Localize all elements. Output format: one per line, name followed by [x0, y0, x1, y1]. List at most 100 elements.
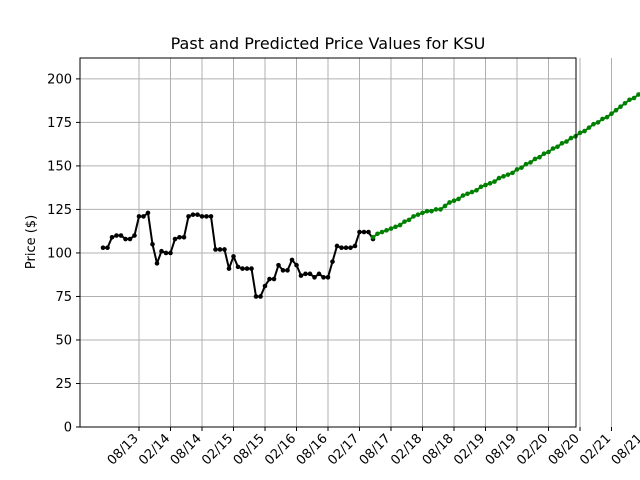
predicted-data-point: [406, 217, 412, 223]
past-data-point: [105, 245, 110, 251]
predicted-data-point: [523, 161, 529, 167]
past-data-point: [204, 214, 209, 219]
predicted-data-point: [411, 214, 416, 219]
predicted-data-point: [460, 193, 466, 198]
predicted-data-point: [586, 125, 592, 130]
predicted-data-point: [370, 234, 376, 240]
predicted-data-point: [559, 140, 565, 146]
past-data-point: [213, 247, 218, 252]
predicted-data-point: [393, 224, 398, 230]
past-data-point: [271, 276, 277, 282]
past-data-point: [159, 248, 164, 254]
past-data-point: [298, 273, 304, 278]
past-data-point: [118, 233, 124, 238]
past-data-point: [186, 214, 191, 219]
past-data-point: [109, 234, 115, 240]
series-layer: [100, 92, 640, 299]
predicted-data-point: [510, 170, 515, 176]
past-data-point: [276, 262, 281, 268]
predicted-data-point: [568, 135, 574, 141]
predicted-data-point: [546, 149, 551, 155]
past-data-point: [177, 234, 182, 240]
past-data-point: [123, 236, 128, 242]
past-data-point: [303, 271, 308, 277]
chart-title: Past and Predicted Price Values for KSU: [171, 34, 486, 53]
past-data-point: [352, 243, 358, 249]
past-data-point: [330, 259, 335, 264]
past-data-point: [334, 243, 340, 249]
past-data-point: [172, 236, 178, 242]
y-tick-label: 125: [47, 203, 72, 218]
predicted-data-point: [636, 92, 640, 97]
y-axis-title: Price ($): [24, 215, 39, 269]
past-data-point: [312, 275, 317, 280]
predicted-data-point: [474, 187, 479, 193]
past-data-point: [145, 210, 151, 216]
predicted-data-point: [388, 226, 394, 231]
y-tick-label: 150: [47, 159, 72, 174]
past-data-point: [294, 262, 299, 268]
past-data-point: [343, 245, 349, 251]
predicted-data-point: [375, 231, 380, 237]
predicted-data-point: [429, 208, 434, 214]
predicted-data-point: [379, 229, 385, 235]
predicted-data-point: [424, 208, 430, 214]
predicted-data-point: [397, 222, 403, 228]
past-data-point: [100, 245, 106, 251]
predicted-data-point: [528, 160, 533, 165]
y-tick-label: 50: [55, 333, 72, 348]
y-tick-label: 75: [55, 290, 72, 305]
y-tick-label: 200: [47, 72, 72, 87]
predicted-data-point: [550, 146, 556, 151]
past-data-point: [141, 214, 146, 219]
past-data-point: [366, 229, 371, 235]
predicted-data-point: [492, 179, 497, 184]
past-data-point: [316, 271, 322, 277]
y-tick-label: 25: [55, 377, 72, 392]
predicted-data-point: [415, 212, 421, 217]
past-data-point: [208, 214, 214, 219]
predicted-data-point: [582, 128, 587, 134]
past-data-point: [357, 229, 362, 235]
predicted-data-point: [555, 144, 560, 150]
predicted-data-point: [532, 156, 538, 162]
past-data-point: [127, 236, 133, 242]
past-data-point: [307, 271, 313, 277]
past-data-point: [348, 245, 353, 251]
past-data-point: [280, 268, 286, 273]
predicted-data-point: [519, 165, 524, 170]
past-data-point: [262, 283, 268, 289]
past-data-point: [231, 254, 236, 259]
past-data-point: [217, 247, 223, 252]
predicted-data-point: [577, 130, 583, 136]
past-data-point: [361, 229, 367, 235]
past-data-point: [289, 257, 295, 263]
predicted-data-point: [595, 120, 601, 125]
predicted-data-point: [600, 116, 605, 122]
predicted-data-point: [433, 207, 439, 212]
past-data-point: [339, 245, 344, 251]
past-data-point: [190, 212, 196, 217]
predicted-data-point: [487, 181, 493, 186]
predicted-data-point: [613, 107, 619, 113]
predicted-data-point: [402, 219, 407, 224]
predicted-data-point: [537, 154, 542, 160]
past-data-point: [244, 266, 250, 271]
predicted-data-point: [604, 114, 610, 120]
past-data-point: [253, 294, 259, 299]
predicted-data-point: [631, 95, 637, 101]
past-data-point: [222, 247, 227, 252]
past-data-point: [235, 264, 241, 270]
y-tick-label: 0: [64, 421, 72, 436]
past-data-point: [267, 276, 272, 282]
past-data-point: [226, 266, 232, 271]
predicted-data-point: [384, 228, 389, 233]
y-tick-label: 175: [47, 116, 72, 131]
predicted-data-point: [483, 182, 488, 188]
past-data-point: [240, 266, 245, 271]
predicted-data-point: [505, 172, 511, 177]
predicted-data-point: [618, 104, 623, 110]
grid: [80, 58, 612, 428]
